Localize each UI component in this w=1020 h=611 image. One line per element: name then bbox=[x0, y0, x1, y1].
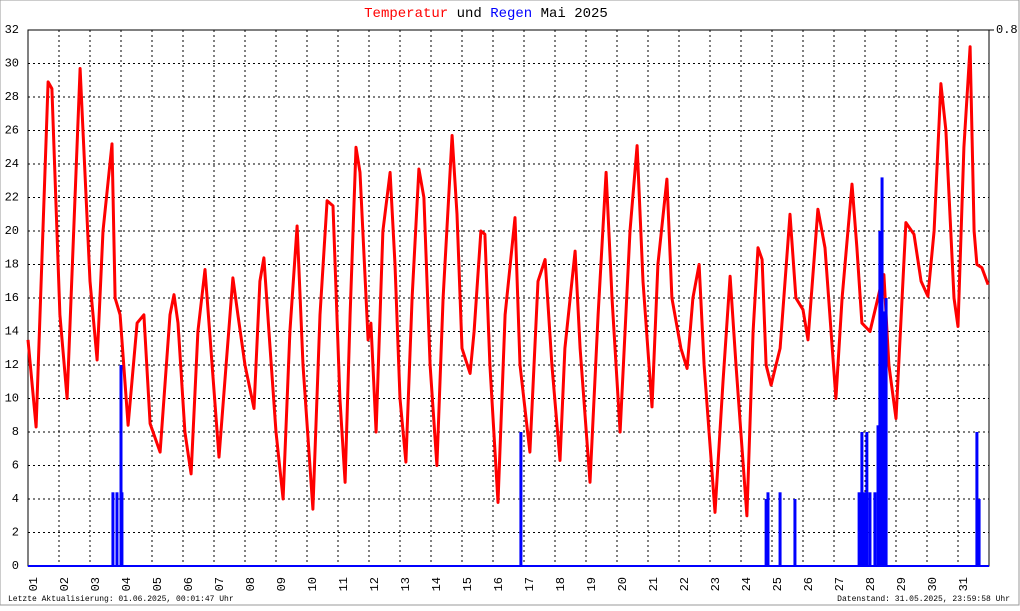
x-tick-label: 05 bbox=[151, 577, 165, 591]
rain-bar bbox=[868, 492, 872, 566]
x-tick-label: 08 bbox=[244, 577, 258, 591]
x-tick-label: 04 bbox=[120, 577, 134, 591]
title-period: Mai 2025 bbox=[541, 6, 608, 22]
title-series-temp: Temperatur bbox=[364, 6, 448, 22]
x-tick-label: 06 bbox=[182, 577, 196, 591]
y-tick-label: 10 bbox=[5, 392, 19, 406]
y2-tick-label: 0.8 bbox=[996, 23, 1018, 37]
y-tick-label: 18 bbox=[5, 258, 19, 272]
footer-right: Datenstand: 31.05.2025, 23:59:58 Uhr bbox=[837, 595, 1010, 604]
y-tick-label: 14 bbox=[5, 325, 19, 339]
y-tick-label: 24 bbox=[5, 157, 19, 171]
x-tick-label: 01 bbox=[27, 577, 41, 591]
title-series-rain: Regen bbox=[490, 6, 532, 22]
rain-bar bbox=[115, 492, 119, 566]
y-tick-label: 4 bbox=[12, 492, 19, 506]
y-tick-label: 26 bbox=[5, 124, 19, 138]
y-tick-label: 12 bbox=[5, 358, 19, 372]
x-tick-label: 09 bbox=[275, 577, 289, 591]
rain-bar bbox=[977, 499, 981, 566]
x-tick-label: 19 bbox=[585, 577, 599, 591]
title-connector: und bbox=[457, 6, 482, 22]
rain-bar bbox=[884, 298, 888, 566]
rain-bar bbox=[975, 432, 979, 566]
rain-bar bbox=[876, 425, 880, 566]
chart-title: Temperatur und Regen Mai 2025 bbox=[364, 6, 608, 22]
y-tick-label: 30 bbox=[5, 57, 19, 71]
y-tick-label: 32 bbox=[5, 23, 19, 37]
x-tick-label: 15 bbox=[461, 577, 475, 591]
x-tick-label: 27 bbox=[833, 577, 847, 591]
y-tick-label: 28 bbox=[5, 90, 19, 104]
x-tick-label: 18 bbox=[554, 577, 568, 591]
rain-bar bbox=[880, 177, 884, 566]
rain-bar bbox=[873, 492, 877, 566]
rain-bar bbox=[119, 365, 123, 566]
x-tick-label: 12 bbox=[368, 577, 382, 591]
temperature-line bbox=[26, 45, 990, 518]
x-tick-label: 02 bbox=[58, 577, 72, 591]
x-tick-label: 20 bbox=[616, 577, 630, 591]
x-tick-label: 14 bbox=[430, 577, 444, 591]
x-tick-label: 28 bbox=[864, 577, 878, 591]
x-tick-label: 17 bbox=[523, 577, 537, 591]
y-tick-label: 22 bbox=[5, 191, 19, 205]
rain-bar bbox=[519, 432, 523, 566]
y-tick-label: 8 bbox=[12, 425, 19, 439]
rain-bar bbox=[882, 311, 886, 566]
x-tick-label: 23 bbox=[709, 577, 723, 591]
x-tick-label: 26 bbox=[802, 577, 816, 591]
x-tick-label: 22 bbox=[678, 577, 692, 591]
y-tick-label: 0 bbox=[12, 559, 19, 573]
x-tick-label: 25 bbox=[771, 577, 785, 591]
rain-bar bbox=[766, 492, 770, 566]
rain-bar bbox=[764, 499, 768, 566]
x-tick-label: 03 bbox=[89, 577, 103, 591]
y-tick-label: 16 bbox=[5, 291, 19, 305]
rain-bar bbox=[111, 492, 115, 566]
rain-bar bbox=[865, 432, 869, 566]
rain-bar bbox=[793, 499, 797, 566]
x-tick-label: 16 bbox=[492, 577, 506, 591]
x-tick-label: 30 bbox=[926, 577, 940, 591]
x-tick-label: 24 bbox=[740, 577, 754, 591]
x-tick-label: 13 bbox=[399, 577, 413, 591]
footer-left: Letzte Aktualisierung: 01.06.2025, 00:01… bbox=[8, 595, 234, 604]
rain-bar bbox=[778, 492, 782, 566]
y-tick-label: 6 bbox=[12, 459, 19, 473]
x-tick-label: 07 bbox=[213, 577, 227, 591]
rain-bar bbox=[857, 492, 861, 566]
y-tick-label: 20 bbox=[5, 224, 19, 238]
rain-bar bbox=[878, 231, 882, 566]
rain-bar bbox=[862, 492, 866, 566]
x-tick-label: 11 bbox=[337, 577, 351, 591]
rain-bar bbox=[860, 432, 864, 566]
x-tick-label: 10 bbox=[306, 577, 320, 591]
x-tick-label: 29 bbox=[895, 577, 909, 591]
x-tick-label: 21 bbox=[647, 577, 661, 591]
rain-bar bbox=[120, 492, 124, 566]
x-tick-label: 31 bbox=[957, 577, 971, 591]
y-tick-label: 2 bbox=[12, 526, 19, 540]
